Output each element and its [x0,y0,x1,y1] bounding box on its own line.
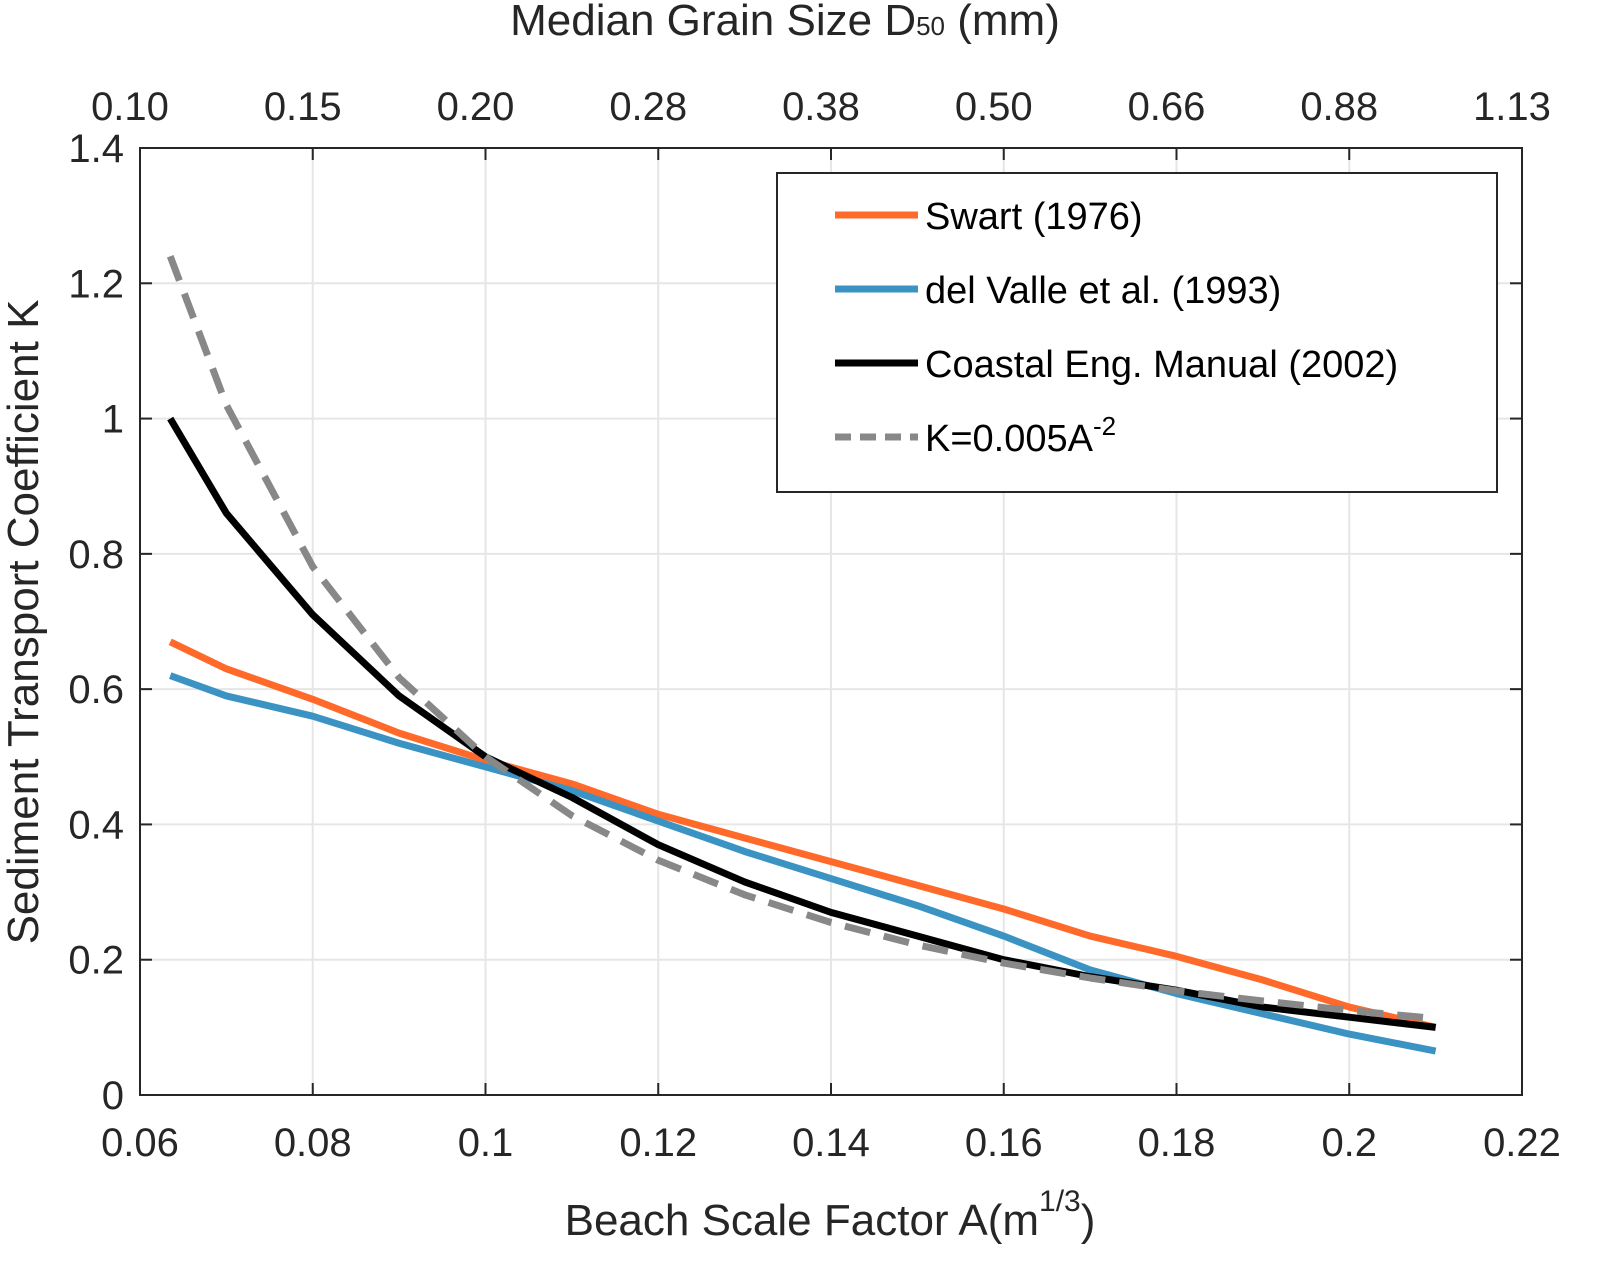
y-tick-label: 0.4 [68,803,124,847]
top-axis-ticks: 0.10 0.15 0.20 0.28 0.38 0.50 0.66 0.88 1.13 [91,85,1551,160]
series-lines [166,254,1437,1055]
legend: Swart (1976) del Valle et al. (1993) Coast… [776,172,1498,493]
x-tick-label: 0.22 [1483,1121,1561,1165]
x-tick-label: 0.14 [792,1121,870,1165]
x-tick-label: 0.16 [965,1121,1043,1165]
y-tick-label: 0.8 [68,533,124,577]
series-line-0 [168,638,1437,1031]
y-axis-title: Sediment Transport Coefficient K [0,300,48,945]
x-tick-label: 0.1 [458,1121,514,1165]
y-tick-label: 1 [102,398,124,442]
top-tick-label: 0.15 [264,85,342,129]
x-tick-label: 0.18 [1138,1121,1216,1165]
legend-label: Swart (1976) [925,196,1143,238]
x-axis-ticks: 0.06 0.08 0.1 0.12 0.14 0.16 0.18 0.2 0.22 [101,1083,1561,1165]
legend-label: del Valle et al. (1993) [925,270,1281,312]
top-tick-label: 1.13 [1473,85,1551,129]
series-line-2 [167,416,1437,1031]
x-axis-title: Beach Scale Factor A(m1/3) [565,1185,1096,1245]
x-tick-label: 0.2 [1321,1121,1377,1165]
y-tick-label: 0.2 [68,939,124,983]
top-tick-label: 0.50 [955,85,1033,129]
y-tick-label: 1.2 [68,262,124,306]
series-line-3 [166,254,1436,1023]
top-tick-label: 0.38 [782,85,860,129]
y-tick-label: 0 [102,1074,124,1118]
y-tick-label: 0.6 [68,668,124,712]
top-tick-label: 0.88 [1300,85,1378,129]
top-tick-label: 0.66 [1128,85,1206,129]
top-axis-title: Median Grain Size D50 (mm) [510,0,1060,45]
x-tick-label: 0.08 [274,1121,352,1165]
top-tick-label: 0.10 [91,85,169,129]
x-tick-label: 0.12 [619,1121,697,1165]
top-tick-label: 0.28 [609,85,687,129]
series-line-1 [169,672,1437,1055]
top-tick-label: 0.20 [437,85,515,129]
y-axis-ticks: 0 0.2 0.4 0.6 0.8 1 1.2 1.4 [68,127,1522,1118]
legend-label: K=0.005A-2 [925,411,1116,460]
legend-label: Coastal Eng. Manual (2002) [925,344,1398,386]
y-tick-label: 1.4 [68,127,124,171]
x-tick-label: 0.06 [101,1121,179,1165]
